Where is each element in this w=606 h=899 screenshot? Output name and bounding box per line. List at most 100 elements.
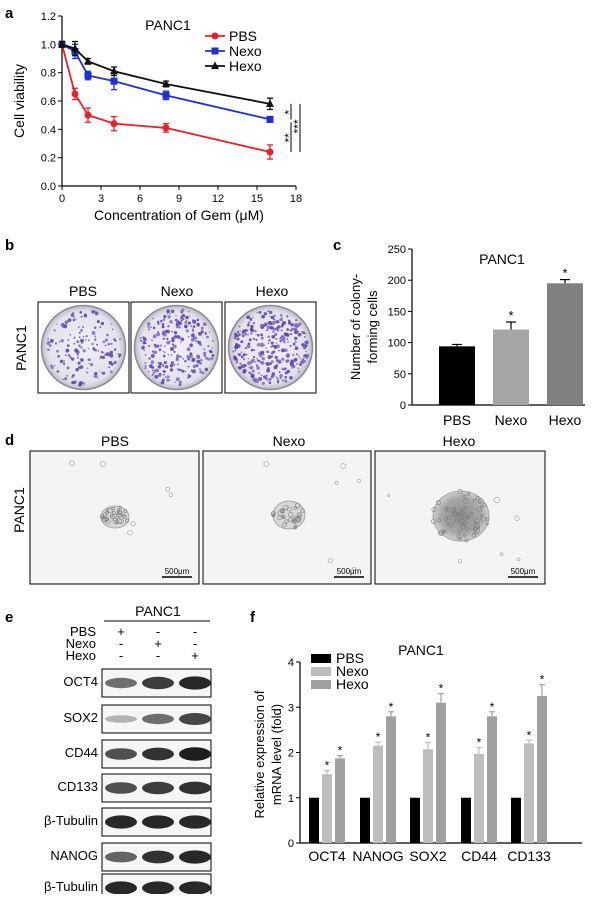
colony-dot <box>65 354 67 357</box>
colony-dot <box>295 319 298 322</box>
colony-dot <box>293 330 298 335</box>
colony-dot <box>97 377 99 379</box>
sphere-cell <box>474 518 480 524</box>
sphere-cell <box>446 515 451 520</box>
colony-dot <box>266 350 269 354</box>
colony-dot <box>272 350 276 354</box>
f-chart-title: PANC1 <box>398 642 444 658</box>
sphere-cell <box>431 507 437 512</box>
colony-dot <box>92 347 96 351</box>
colony-dot <box>160 319 163 323</box>
blot-label: CD133 <box>58 779 98 794</box>
sphere-cell <box>457 537 463 542</box>
colony-dot <box>256 338 258 341</box>
debris <box>130 521 136 527</box>
sphere-cell <box>480 505 484 509</box>
treatment-label-nexo: Nexo <box>66 636 96 651</box>
colony-dot <box>241 329 246 334</box>
a-y-tick-label: 1.0 <box>41 39 56 51</box>
colony-dot <box>192 364 197 369</box>
colony-dot <box>97 350 100 352</box>
f-sig-label: * <box>490 700 495 714</box>
f-legend-label-nexo: Nexo <box>336 663 369 679</box>
colony-dot <box>173 344 177 349</box>
colony-dot <box>254 361 257 364</box>
colony-dot <box>276 359 280 362</box>
colony-dot <box>290 360 293 363</box>
colony-dot <box>244 332 248 336</box>
colony-dot <box>105 333 109 337</box>
f-sig-label: * <box>325 759 330 773</box>
colony-dot <box>102 340 106 344</box>
a-point-hexo <box>84 56 92 65</box>
colony-dot <box>164 330 168 333</box>
colony-dot <box>273 314 276 318</box>
colony-dot <box>86 371 89 374</box>
a-x-tick-label: 9 <box>176 193 182 205</box>
colony-dot <box>75 318 77 320</box>
colony-dot <box>303 335 306 338</box>
colony-dot <box>280 329 283 332</box>
colony-dot <box>192 330 195 333</box>
colony-dot <box>162 350 165 353</box>
c-y-axis-label: Number of colony- <box>348 274 363 380</box>
colony-dot <box>163 332 167 337</box>
colony-dot <box>94 310 97 314</box>
f-bar-hexo-nanog <box>386 716 396 843</box>
sphere-cell <box>116 518 122 524</box>
colony-dot <box>164 365 169 369</box>
sphere-cell <box>110 514 115 519</box>
colony-dot <box>281 379 284 382</box>
sphere-cell <box>118 518 124 524</box>
colony-dot <box>180 316 184 320</box>
colony-dot <box>78 344 81 348</box>
colony-dot <box>274 375 276 377</box>
colony-dot <box>170 361 174 365</box>
colony-dot <box>73 342 76 345</box>
sphere-cell <box>121 513 126 518</box>
c-bar-pbs <box>439 346 475 405</box>
colony-dot <box>155 351 157 353</box>
colony-dot <box>295 323 300 328</box>
colony-dot <box>164 376 167 379</box>
colony-dot <box>178 381 181 383</box>
colony-dot <box>175 354 180 359</box>
sphere-cell <box>459 508 464 512</box>
colony-dot <box>82 349 86 353</box>
sphere-cell <box>277 515 282 521</box>
a-series-line-pbs <box>61 44 271 153</box>
f-bar-pbs-nanog <box>360 797 370 843</box>
sphere-cell <box>469 512 474 516</box>
sphere-cell <box>282 522 287 528</box>
colony-dot <box>167 315 171 319</box>
f-bar-pbs-oct4 <box>309 797 319 843</box>
sphere-cell <box>116 508 121 513</box>
a-x-tick-label: 18 <box>290 193 302 205</box>
colony-dot <box>186 347 191 352</box>
colony-dot <box>63 324 68 329</box>
colony-dot <box>294 336 298 340</box>
a-x-tick-label: 3 <box>98 193 104 205</box>
colony-dot <box>242 365 245 369</box>
colony-dot <box>99 355 103 359</box>
colony-dot <box>282 321 286 325</box>
colony-dot <box>281 367 285 371</box>
colony-dot <box>297 370 300 373</box>
colony-dot <box>286 315 289 318</box>
colony-dot <box>181 369 185 373</box>
scale-bar-label: 500μm <box>337 567 362 576</box>
colony-dot <box>77 366 81 369</box>
colony-dot <box>65 348 70 353</box>
sphere-cell <box>463 533 467 537</box>
colony-dot <box>190 370 193 373</box>
panel-letter-a: a <box>5 5 14 22</box>
colony-dot <box>180 341 182 343</box>
colony-dot <box>188 311 190 313</box>
colony-dot <box>150 360 155 364</box>
colony-dot <box>266 329 269 332</box>
colony-dot <box>91 342 94 346</box>
colony-dot <box>178 383 182 387</box>
colony-dot <box>144 366 147 370</box>
c-x-tick-label: Nexo <box>495 412 528 428</box>
a-point-nexo <box>110 77 118 85</box>
